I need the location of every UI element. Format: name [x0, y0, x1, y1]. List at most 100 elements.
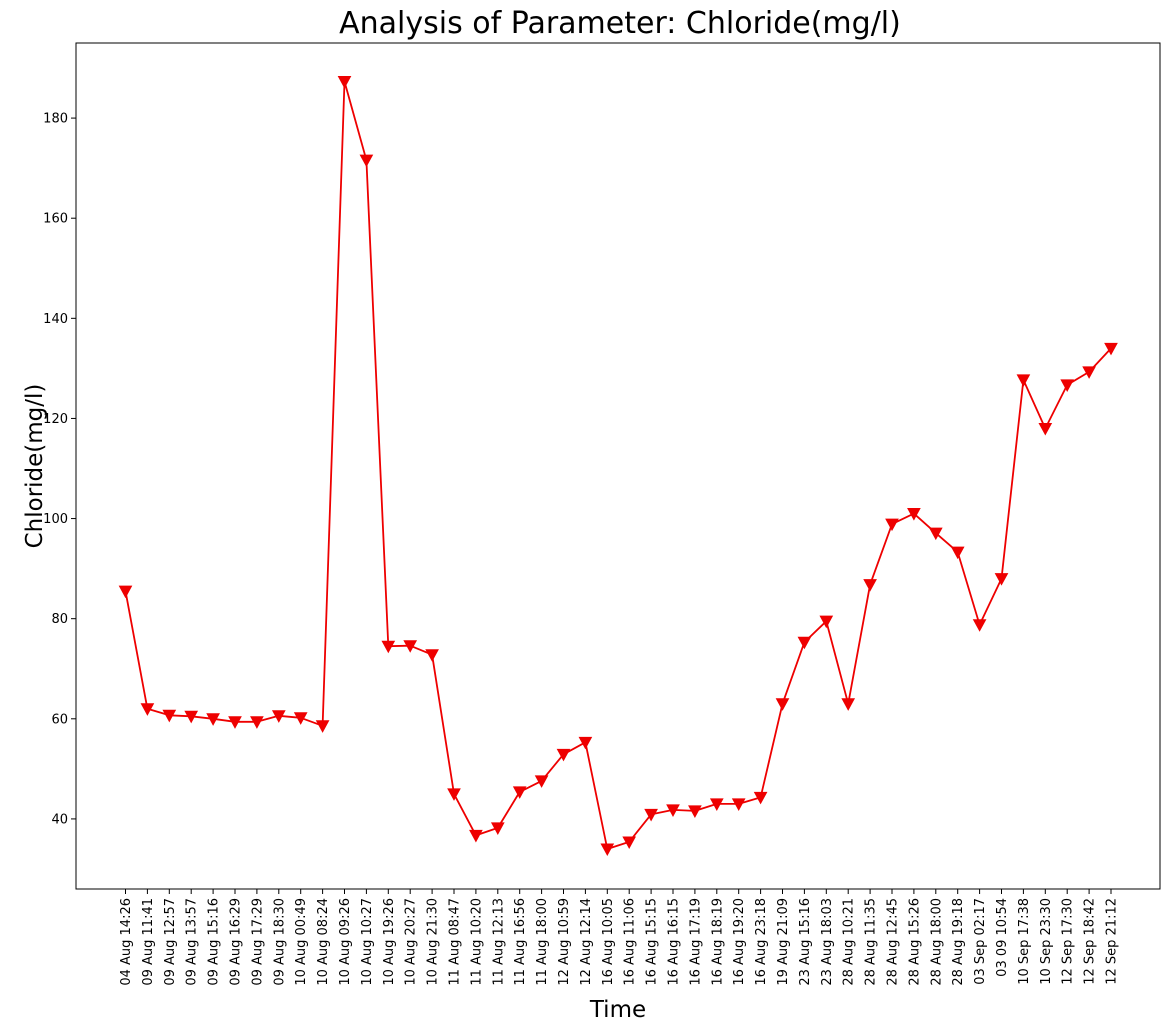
- y-tick-label: 160: [43, 212, 68, 227]
- data-point: [775, 698, 790, 711]
- data-point: [753, 791, 768, 805]
- data-point: [907, 508, 921, 521]
- data-point: [600, 843, 615, 856]
- x-tick-label: 19 Aug 21:09: [776, 898, 791, 986]
- data-point: [250, 716, 264, 729]
- x-tick-label: 16 Aug 17:19: [688, 898, 703, 986]
- data-point: [950, 546, 965, 560]
- x-tick-label: 03 09 10:54: [995, 898, 1010, 977]
- y-tick-label: 40: [51, 812, 68, 827]
- plot-area: [75, 42, 1161, 890]
- data-point: [688, 805, 702, 818]
- y-tick-label: 80: [51, 612, 68, 627]
- x-tick-label: 12 Sep 21:12: [1105, 898, 1120, 985]
- data-point: [118, 585, 133, 599]
- x-tick-label: 11 Aug 12:13: [491, 898, 506, 986]
- x-tick-label: 11 Aug 18:00: [535, 898, 550, 986]
- y-tick-label: 100: [43, 512, 68, 527]
- x-tick-label: 09 Aug 18:30: [272, 898, 287, 986]
- x-tick-label: 09 Aug 16:29: [229, 898, 244, 986]
- x-tick-label: 09 Aug 15:16: [207, 898, 222, 986]
- data-point: [425, 649, 439, 662]
- data-point: [644, 808, 658, 822]
- data-point: [1082, 366, 1096, 379]
- x-tick-label: 12 Aug 10:59: [557, 898, 572, 986]
- x-tick-label: 09 Aug 11:41: [141, 898, 156, 986]
- data-point: [863, 579, 877, 592]
- x-tick-label: 16 Aug 15:15: [645, 898, 660, 986]
- data-point: [994, 573, 1009, 586]
- x-tick-label: 16 Aug 19:20: [732, 898, 747, 986]
- x-tick-label: 16 Aug 10:05: [601, 898, 616, 986]
- data-point: [381, 640, 396, 654]
- chart-title: Analysis of Parameter: Chloride(mg/l): [339, 6, 901, 41]
- data-point: [841, 698, 856, 711]
- x-tick-label: 09 Aug 13:57: [185, 898, 200, 986]
- x-tick-label: 11 Aug 08:47: [448, 898, 463, 986]
- x-tick-label: 10 Aug 00:49: [294, 898, 309, 986]
- data-point: [512, 786, 527, 799]
- data-point: [359, 154, 374, 168]
- x-tick-label: 16 Aug 18:19: [710, 898, 725, 986]
- x-tick-label: 28 Aug 18:00: [929, 898, 944, 986]
- x-tick-label: 04 Aug 14:26: [119, 898, 134, 986]
- x-tick-label: 12 Sep 18:42: [1083, 898, 1098, 985]
- x-tick-label: 12 Sep 17:30: [1061, 898, 1076, 985]
- data-point: [1016, 374, 1031, 387]
- data-point: [293, 712, 308, 725]
- y-tick-label: 120: [43, 412, 68, 427]
- data-point: [578, 736, 593, 750]
- data-point: [622, 836, 637, 849]
- x-tick-label: 10 Aug 19:26: [382, 898, 397, 986]
- x-tick-label: 10 Aug 10:27: [360, 898, 375, 986]
- x-tick-label: 23 Aug 15:16: [798, 898, 813, 986]
- data-point: [534, 775, 549, 788]
- x-axis: 04 Aug 14:26 09 Aug 11:41 09 Aug 12:57 09 A…: [119, 889, 1120, 986]
- y-tick-label: 60: [51, 712, 68, 727]
- data-point: [928, 527, 943, 541]
- y-axis: 40 60 80 100 120 140 160 180: [43, 112, 76, 827]
- y-axis-label: Chloride(mg/l): [22, 384, 48, 549]
- data-point: [447, 788, 461, 801]
- data-point: [140, 703, 155, 716]
- x-tick-label: 23 Aug 18:03: [820, 898, 835, 986]
- data-point: [271, 710, 286, 723]
- x-tick-label: 10 Sep 17:38: [1017, 898, 1032, 985]
- x-tick-label: 28 Aug 12:45: [886, 898, 901, 986]
- data-point: [1104, 342, 1118, 356]
- data-point: [1060, 379, 1075, 392]
- x-tick-label: 28 Aug 11:35: [864, 898, 879, 986]
- x-tick-label: 10 Aug 09:26: [338, 898, 353, 986]
- data-point: [403, 640, 418, 653]
- data-point: [819, 615, 834, 629]
- data-point: [556, 748, 571, 762]
- data-point: [666, 804, 680, 817]
- data-point: [885, 518, 899, 532]
- data-point: [162, 709, 177, 723]
- y-tick-label: 180: [43, 112, 68, 127]
- plot-frame: [75, 42, 1161, 890]
- data-point: [228, 716, 242, 729]
- x-tick-label: 28 Aug 15:26: [907, 898, 922, 986]
- x-tick-label: 11 Aug 10:20: [469, 898, 484, 986]
- x-axis-label: Time: [589, 997, 646, 1023]
- data-point: [731, 798, 746, 811]
- y-tick-label: 140: [43, 312, 68, 327]
- data-point: [206, 713, 220, 726]
- data-point: [184, 710, 199, 724]
- x-tick-label: 09 Aug 12:57: [163, 898, 178, 986]
- data-point: [797, 636, 812, 650]
- x-tick-label: 10 Aug 08:24: [316, 898, 331, 986]
- x-tick-label: 12 Aug 12:14: [579, 898, 594, 986]
- series-chloride: [118, 76, 1118, 856]
- x-tick-label: 03 Sep 02:17: [973, 898, 988, 985]
- x-tick-label: 10 Aug 20:27: [404, 898, 419, 986]
- data-point: [337, 76, 352, 89]
- x-tick-label: 16 Aug 16:15: [667, 898, 682, 986]
- x-tick-label: 28 Aug 10:21: [842, 898, 857, 986]
- data-point: [709, 798, 724, 811]
- x-tick-label: 10 Sep 23:30: [1039, 898, 1054, 985]
- data-point: [315, 720, 330, 733]
